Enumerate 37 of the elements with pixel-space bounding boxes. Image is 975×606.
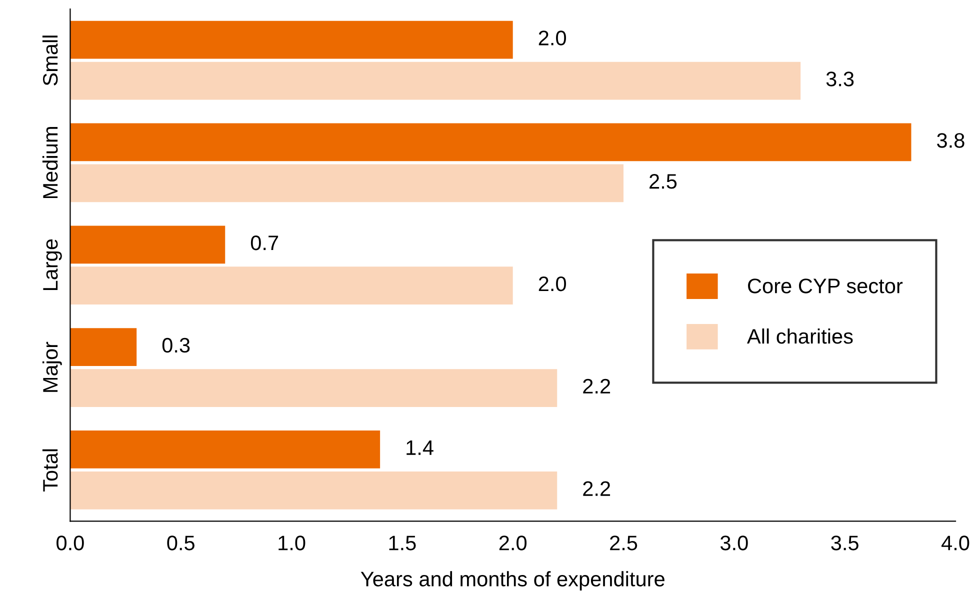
y-tick-label: Small	[42, 36, 58, 86]
data-label: 3.8	[937, 133, 964, 148]
x-tick-label: 2.5	[610, 536, 638, 550]
bar	[70, 164, 624, 202]
bar	[70, 62, 801, 100]
bar	[70, 430, 380, 468]
data-label: 2.2	[583, 378, 610, 394]
bar	[70, 226, 226, 264]
y-tick-label: Total	[42, 449, 58, 492]
bar	[70, 20, 513, 59]
data-label: 1.4	[406, 440, 434, 455]
data-label: 0.7	[250, 235, 278, 250]
bar	[70, 123, 912, 162]
legend-label: All charities	[747, 328, 853, 344]
data-label: 3.3	[826, 72, 854, 86]
bar	[70, 369, 558, 407]
bar	[70, 471, 558, 510]
data-label: 2.5	[650, 174, 677, 189]
x-tick-label: 0.5	[167, 536, 194, 550]
y-tick-label: Medium	[42, 127, 58, 198]
x-tick-label: 4.0	[942, 536, 970, 550]
bar	[70, 328, 137, 366]
x-tick-label: 2.0	[499, 536, 527, 550]
y-tick-label: Major	[42, 342, 62, 392]
x-tick-label: 0.0	[56, 536, 84, 550]
y-tick-label: Large	[43, 239, 62, 290]
x-axis-title: Years and months of expenditure	[360, 571, 664, 591]
bar	[70, 266, 513, 305]
x-tick-label: 1.5	[389, 536, 416, 550]
data-label: 2.0	[538, 276, 566, 292]
x-tick-label: 1.0	[278, 536, 306, 550]
x-tick-label: 3.5	[831, 536, 858, 550]
data-label: 0.3	[162, 338, 190, 353]
legend-label: Core CYP sector	[748, 278, 903, 294]
x-tick-label: 3.0	[720, 536, 748, 550]
data-label: 2.0	[538, 30, 566, 46]
data-label: 2.2	[583, 481, 610, 496]
